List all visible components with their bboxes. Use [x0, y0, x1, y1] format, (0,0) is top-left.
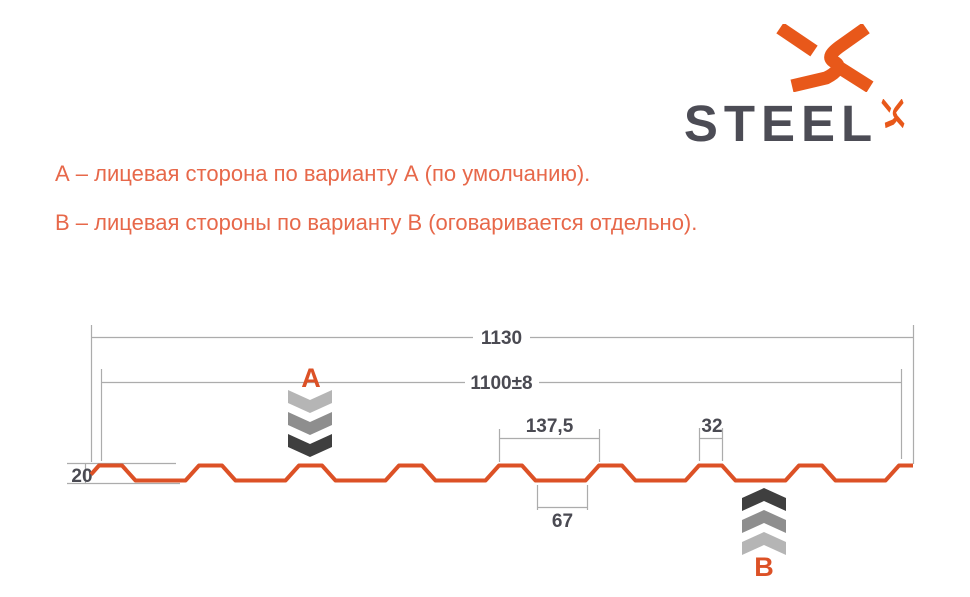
dim-label-profile-height: 20: [71, 466, 92, 487]
dim-label-working-width: 1100±8: [470, 373, 532, 394]
dim-label-rib-pitch: 137,5: [526, 416, 574, 437]
dim-label-rib-top-width: 32: [701, 416, 722, 437]
brand-row: STEEL: [680, 98, 910, 149]
sheet-profile-line: [89, 463, 913, 483]
dim-label-rib-bottom-width: 67: [552, 511, 573, 532]
marker-letter-b: В: [754, 552, 774, 582]
marker-letter-a: А: [301, 363, 321, 393]
ticks-pitch: [498, 429, 601, 462]
chevrons-down-a-icon: [288, 390, 332, 457]
note-line-variant-a: А – лицевая сторона по варианту А (по ум…: [55, 161, 591, 186]
brand-text: STEEL: [683, 95, 879, 152]
ticks-rib-top: [698, 428, 724, 461]
dim-label-overall-width: 1130: [481, 328, 522, 349]
chevrons-up-b-icon: [742, 488, 786, 555]
ticks-rib-bottom: [536, 485, 589, 510]
note-line-variant-b: В – лицевая стороны по варианту В (огова…: [55, 210, 698, 235]
